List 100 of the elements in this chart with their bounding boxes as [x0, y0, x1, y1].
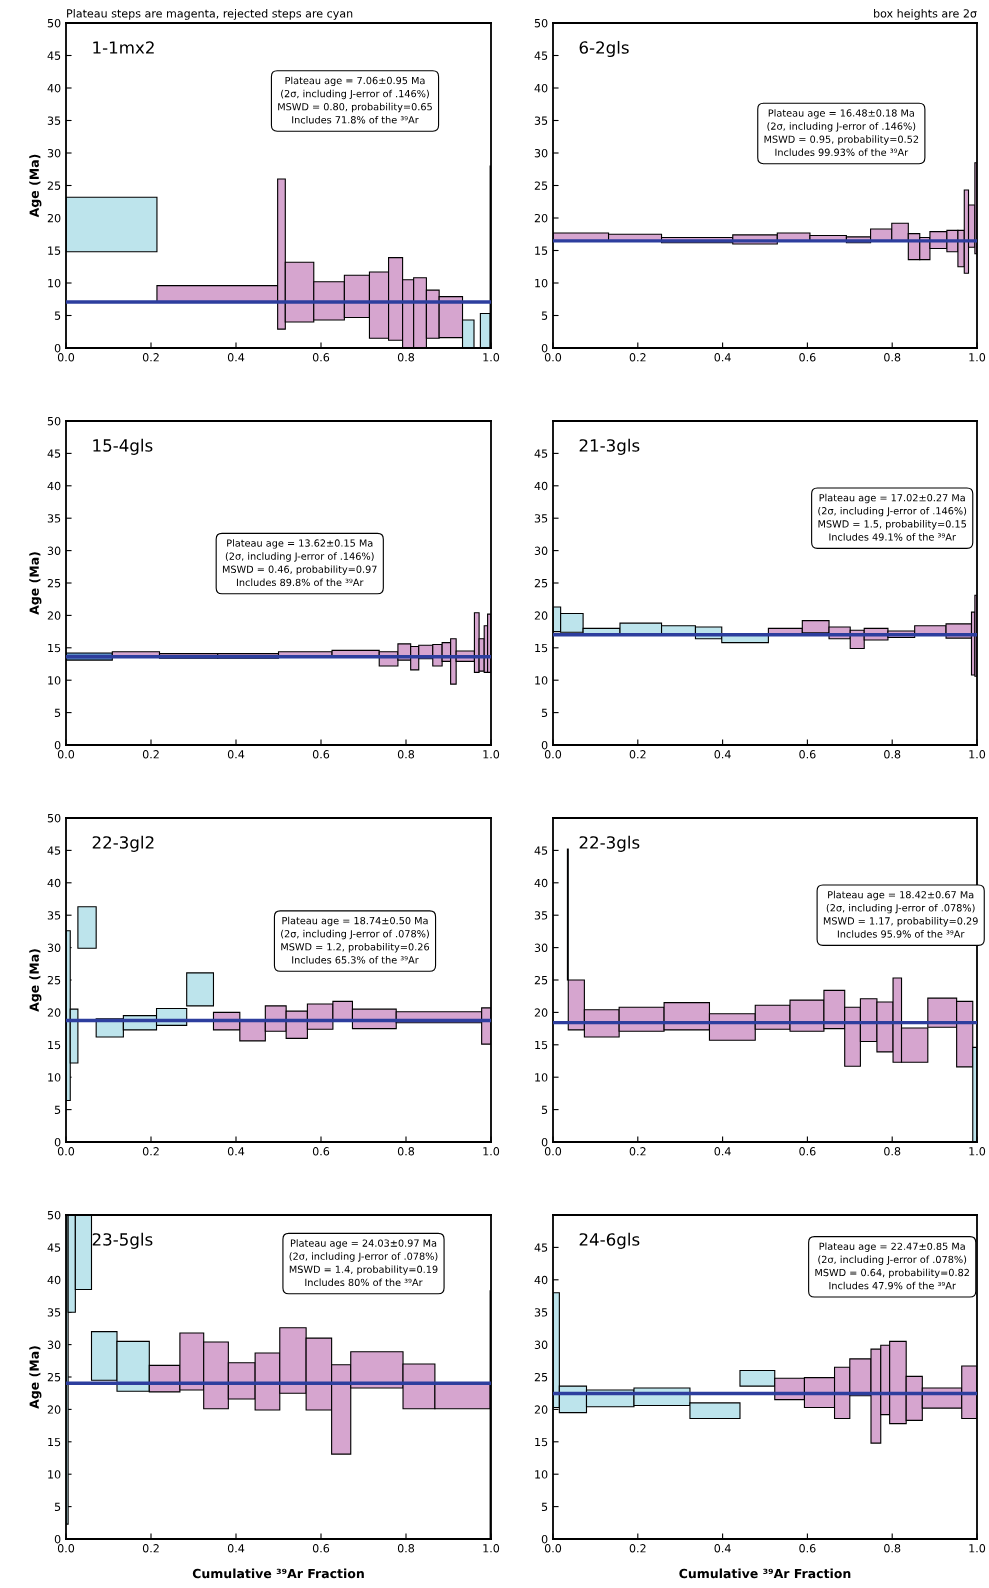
- x-tick-label: 1.0: [969, 1147, 986, 1156]
- y-tick-label: 40: [47, 878, 61, 888]
- x-tick-label: 1.0: [483, 1147, 500, 1156]
- y-tick-label: 45: [534, 1243, 548, 1252]
- y-tick-label: 20: [47, 1008, 61, 1017]
- y-tick-label: 45: [47, 846, 61, 855]
- y-tick-label: 0: [541, 1137, 548, 1147]
- y-tick-label: 30: [47, 943, 61, 952]
- y-tick-label: 25: [47, 578, 61, 588]
- y-tick-label: 15: [535, 1040, 548, 1050]
- y-tick-label: 5: [54, 1502, 61, 1511]
- y-tick-label: 35: [534, 911, 548, 920]
- x-tick-label: 0.4: [714, 1544, 731, 1553]
- x-tick-label: 1.0: [969, 353, 986, 362]
- y-tick-label: 15: [48, 1040, 61, 1050]
- y-tick-label: 50: [47, 813, 61, 823]
- x-tick-label: 0.2: [142, 1544, 159, 1553]
- y-tick-label: 20: [534, 1008, 548, 1017]
- y-tick-label: 35: [534, 116, 548, 125]
- x-tick-label: 0.2: [629, 750, 646, 759]
- y-axis-title: Age (Ma): [29, 154, 42, 218]
- y-tick-label: 20: [534, 213, 548, 223]
- y-tick-label: 30: [534, 1340, 548, 1349]
- x-tick-label: 0.8: [884, 750, 901, 759]
- annotation: Plateau age = 17.02±0.27 Ma (2σ, including J-error of .146%) MSWD = 1.5, probability=0.15 Includes 49.1% of the ³⁹Ar: [818, 493, 967, 541]
- y-tick-label: 50: [534, 18, 548, 28]
- y-tick-label: 20: [534, 611, 548, 620]
- y-tick-label: 25: [534, 578, 548, 588]
- y-tick-label: 40: [534, 481, 548, 491]
- text: 15-4gls: [93, 438, 153, 455]
- y-tick-label: 45: [534, 449, 548, 458]
- y-axis-title: Age (Ma): [29, 552, 42, 615]
- y-tick-label: 30: [534, 148, 548, 158]
- y-tick-label: 30: [534, 546, 548, 555]
- x-tick-label: 0.8: [397, 353, 415, 362]
- x-tick-label: 1.0: [483, 1544, 500, 1553]
- y-tick-label: 25: [47, 975, 61, 985]
- y-tick-label: 40: [534, 83, 548, 93]
- x-tick-label: 0.8: [397, 1544, 415, 1553]
- x-tick-label: 0.8: [884, 1544, 901, 1553]
- text: 22-3gls: [579, 835, 640, 852]
- x-tick-label: 0.4: [227, 1544, 245, 1553]
- text: 6-2gls: [579, 40, 629, 58]
- text: 1-1mx2: [93, 41, 154, 54]
- y-tick-label: 40: [534, 878, 548, 888]
- text: box heights are 2σ: [874, 9, 977, 20]
- y-tick-label: 40: [47, 1275, 61, 1285]
- x-tick-label: 1.0: [483, 750, 500, 759]
- y-tick-label: 0: [541, 1534, 548, 1544]
- y-tick-label: 10: [48, 1073, 61, 1082]
- y-tick-label: 25: [534, 181, 548, 190]
- y-tick-label: 15: [48, 1437, 61, 1447]
- x-tick-label: 0.2: [629, 353, 646, 362]
- y-tick-label: 25: [47, 1372, 61, 1382]
- x-tick-label: 0.4: [714, 750, 731, 759]
- y-tick-label: 10: [535, 1470, 548, 1479]
- x-tick-label: 0.4: [227, 353, 245, 362]
- y-tick-label: 15: [535, 643, 548, 653]
- y-tick-label: 20: [47, 611, 61, 620]
- y-tick-label: 0: [54, 740, 61, 750]
- annotation: Plateau age = 18.74±0.50 Ma (2σ, including J-error of .078%) MSWD = 1.2, probability=0.26 Includes 65.3% of the ³⁹Ar: [281, 916, 430, 964]
- y-tick-label: 45: [534, 51, 548, 60]
- y-tick-label: 0: [541, 740, 548, 750]
- x-tick-label: 0.2: [629, 1544, 646, 1553]
- y-tick-label: 30: [534, 943, 548, 952]
- annotation: Plateau age = 24.03±0.97 Ma (2σ, including J-error of .078%) MSWD = 1.4, probability=0.19 Includes 80% of the ³⁹Ar: [289, 1239, 438, 1287]
- x-axis-title: Cumulative ³⁹Ar Fraction: [192, 1568, 364, 1579]
- x-tick-label: 0.0: [57, 353, 75, 362]
- x-tick-label: 0.4: [714, 1147, 731, 1156]
- annotation: Plateau age = 16.48±0.18 Ma (2σ, including J-error of .146%) MSWD = 0.95, probability=0.52 Includes 99.93% of the ³⁹Ar: [764, 109, 919, 156]
- y-tick-label: 45: [534, 846, 548, 855]
- y-tick-label: 50: [47, 18, 61, 28]
- x-axis-title: Cumulative ³⁹Ar Fraction: [679, 1568, 851, 1579]
- y-tick-label: 10: [48, 278, 61, 288]
- x-tick-label: 0.6: [312, 353, 330, 362]
- y-tick-label: 45: [47, 1243, 61, 1252]
- text: 24-6gls: [579, 1232, 640, 1249]
- y-tick-label: 35: [534, 514, 548, 523]
- x-tick-label: 0.6: [799, 353, 816, 362]
- y-tick-label: 10: [535, 1073, 548, 1082]
- y-tick-label: 50: [47, 1210, 61, 1220]
- x-tick-label: 0.6: [799, 1544, 816, 1553]
- x-tick-label: 1.0: [969, 750, 986, 759]
- x-tick-label: 0.8: [397, 1147, 415, 1156]
- y-tick-label: 30: [47, 148, 61, 158]
- y-axis-title: Age (Ma): [29, 949, 42, 1012]
- x-tick-label: 0.0: [57, 1147, 75, 1156]
- y-tick-label: 35: [47, 514, 61, 523]
- x-tick-label: 0.0: [544, 750, 562, 759]
- x-tick-label: 1.0: [483, 353, 500, 362]
- y-tick-label: 25: [47, 181, 61, 190]
- annotation: Plateau age = 22.47±0.85 Ma (2σ, including J-error of .078%) MSWD = 0.64, probability=0.82 Includes 47.9% of the ³⁹Ar: [815, 1242, 969, 1290]
- x-tick-label: 0.2: [142, 353, 159, 362]
- y-tick-label: 5: [54, 708, 61, 717]
- y-tick-label: 40: [47, 83, 61, 93]
- y-tick-label: 15: [535, 246, 548, 255]
- y-tick-label: 30: [47, 546, 61, 555]
- x-tick-label: 0.2: [142, 1147, 159, 1156]
- y-tick-label: 5: [541, 1502, 548, 1511]
- y-tick-label: 0: [54, 343, 61, 353]
